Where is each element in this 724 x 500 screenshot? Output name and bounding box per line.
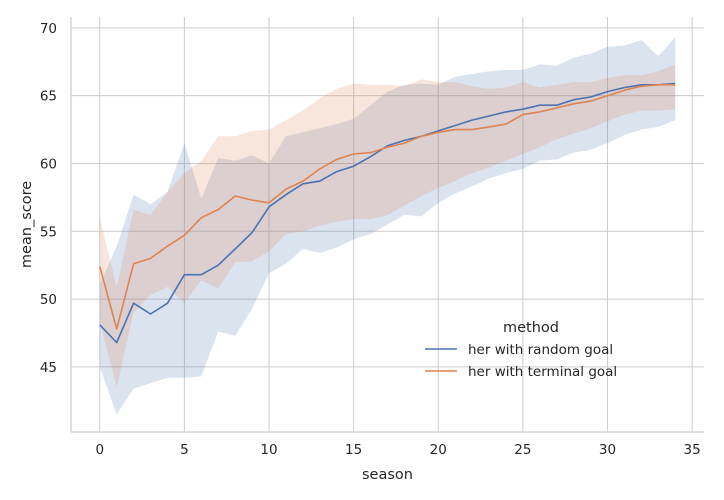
grid [71, 17, 704, 432]
series-line-1 [99, 82, 676, 344]
confidence-band-1 [99, 37, 676, 415]
legend-label-2: her with terminal goal [468, 364, 617, 380]
confidence-band-2 [99, 64, 676, 388]
x-tick-label: 0 [95, 442, 104, 458]
x-tick-label: 20 [430, 442, 447, 458]
axes [70, 17, 704, 433]
y-axis-label: mean_score [19, 181, 35, 268]
series-line-2 [99, 84, 676, 330]
x-tick-label: 30 [599, 442, 616, 458]
x-tick-labels: 0 5 10 15 20 25 30 35 [95, 442, 700, 458]
y-tick-label: 45 [40, 360, 57, 376]
legend-label-1: her with random goal [468, 342, 613, 358]
legend-title: method [503, 320, 559, 336]
x-tick-label: 25 [514, 442, 531, 458]
series-lines [99, 82, 676, 344]
x-axis-label: season [362, 467, 413, 483]
confidence-bands [99, 37, 676, 415]
legend: method her with random goal her with term… [425, 320, 617, 380]
y-tick-label: 55 [40, 224, 57, 240]
y-tick-label: 70 [40, 21, 57, 37]
x-tick-label: 5 [180, 442, 189, 458]
x-tick-label: 35 [684, 442, 701, 458]
y-tick-label: 50 [40, 292, 57, 308]
y-tick-label: 60 [40, 156, 57, 172]
y-tick-label: 65 [40, 89, 57, 105]
x-tick-label: 10 [260, 442, 277, 458]
x-tick-label: 15 [345, 442, 362, 458]
y-tick-labels: 45 50 55 60 65 70 [40, 21, 57, 376]
